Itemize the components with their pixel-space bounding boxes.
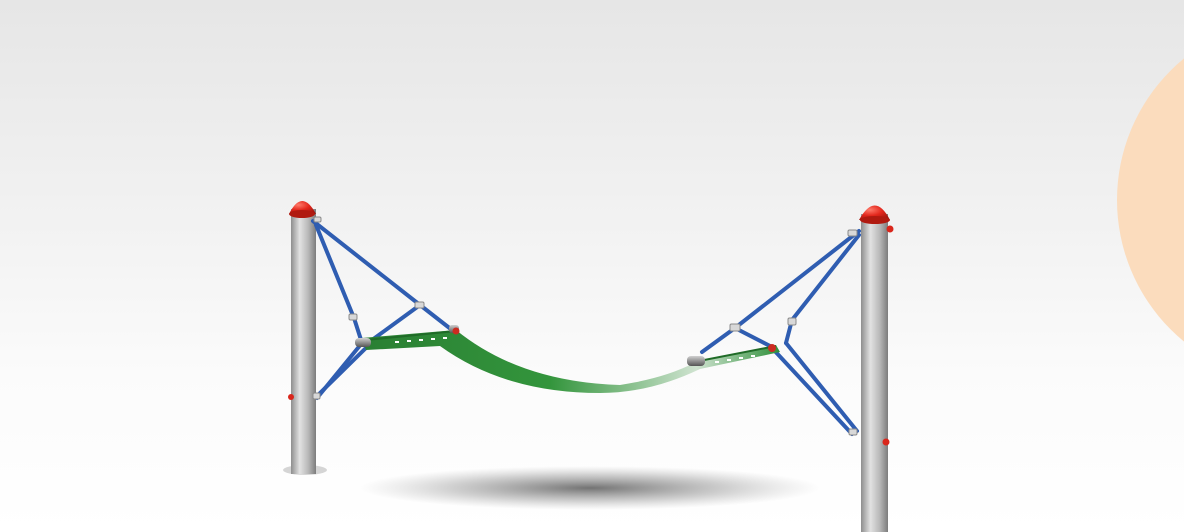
- bed-stitching: [395, 337, 755, 363]
- accent-circle: [1117, 58, 1184, 342]
- ground-shadow: [360, 466, 820, 510]
- right-end-bar: [452, 327, 776, 366]
- left-clamps: [312, 216, 425, 400]
- right-clamps: [729, 229, 858, 436]
- left-ropes: [311, 219, 454, 400]
- right-ropes: [700, 229, 861, 436]
- hammock-bed: [362, 330, 780, 393]
- left-post: [288, 201, 316, 474]
- right-post: [859, 205, 894, 532]
- right-post-cap: [859, 205, 890, 220]
